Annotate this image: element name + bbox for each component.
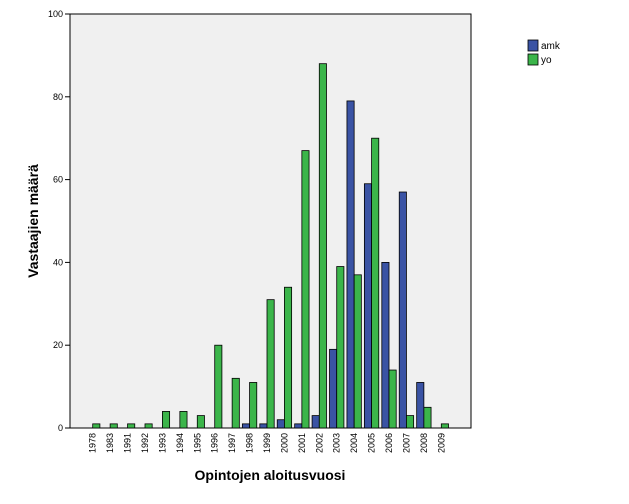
bars-group: [92, 63, 449, 429]
y-tick-label-40: 40: [53, 257, 63, 267]
bar-amk-2004: [346, 100, 355, 429]
legend-swatch-amk: [527, 39, 539, 52]
bar-yo-2007: [406, 415, 415, 429]
bar-yo-2004: [353, 274, 362, 429]
bar-yo-2001: [301, 150, 310, 429]
x-tick-label-1994: 1994: [175, 433, 185, 453]
bar-yo-2006: [388, 369, 397, 429]
bar-yo-1999: [266, 299, 275, 429]
bar-yo-1992: [144, 423, 153, 429]
y-tick-label-0: 0: [58, 423, 63, 433]
x-axis: 1978 1983 1991 1992 1993 1994 1995 1996 1997 1998…: [88, 433, 447, 453]
bar-amk-1999: [259, 423, 268, 429]
x-tick-label-2000: 2000: [279, 433, 289, 453]
bar-yo-2005: [371, 137, 380, 429]
legend-label-yo: yo: [541, 55, 552, 66]
bar-yo-2008: [423, 406, 432, 429]
bar-amk-2002: [311, 415, 320, 429]
legend-label-amk: amk: [541, 41, 561, 52]
x-tick-label-2005: 2005: [367, 433, 377, 453]
bar-yo-2002: [318, 63, 327, 429]
bar-yo-1996: [214, 344, 223, 429]
bar-yo-1997: [231, 377, 240, 429]
x-tick-label-1992: 1992: [140, 433, 150, 453]
bar-amk-2007: [398, 191, 407, 429]
bar-yo-1995: [196, 415, 205, 429]
x-tick-label-2007: 2007: [401, 433, 411, 453]
x-tick-label-1991: 1991: [123, 433, 133, 453]
x-tick-label-1993: 1993: [157, 433, 167, 453]
bar-yo-1998: [249, 382, 258, 429]
bar-amk-2006: [381, 261, 390, 429]
x-tick-label-2001: 2001: [297, 433, 307, 453]
y-tick-label-80: 80: [53, 92, 63, 102]
y-axis-title: Vastaajien määrä: [25, 164, 41, 278]
y-tick-label-20: 20: [53, 340, 63, 350]
x-tick-label-1995: 1995: [192, 433, 202, 453]
bar-yo-2009: [440, 423, 449, 429]
bar-amk-2001: [294, 423, 303, 429]
bar-yo-1983: [109, 423, 118, 429]
bar-amk-2005: [363, 183, 372, 429]
x-tick-label-2003: 2003: [332, 433, 342, 453]
bar-amk-2008: [416, 382, 425, 429]
y-tick-label-60: 60: [53, 175, 63, 185]
x-tick-label-2008: 2008: [419, 433, 429, 453]
x-tick-label-1999: 1999: [262, 433, 272, 453]
bar-yo-2003: [336, 266, 345, 429]
bar-amk-1998: [241, 423, 250, 429]
y-axis: 0 20 40 60 80 100: [48, 9, 70, 433]
x-tick-label-1978: 1978: [88, 433, 98, 453]
x-tick-label-1996: 1996: [210, 433, 220, 453]
legend: amk yo: [527, 39, 561, 66]
bar-yo-1991: [127, 423, 136, 429]
x-tick-label-1998: 1998: [245, 433, 255, 453]
bar-amk-2000: [276, 419, 285, 429]
x-axis-title: Opintojen aloitusvuosi: [195, 467, 346, 483]
x-tick-label-2004: 2004: [349, 433, 359, 453]
x-tick-label-1983: 1983: [105, 433, 115, 453]
bar-yo-1994: [179, 411, 188, 429]
bar-amk-2003: [329, 348, 338, 429]
bar-yo-1978: [92, 423, 101, 429]
bar-yo-1993: [162, 411, 171, 429]
x-tick-label-2009: 2009: [436, 433, 446, 453]
x-tick-label-2006: 2006: [384, 433, 394, 453]
y-tick-label-100: 100: [48, 9, 63, 19]
bar-yo-2000: [284, 286, 293, 429]
x-tick-label-1997: 1997: [227, 433, 237, 453]
legend-swatch-yo: [527, 53, 539, 66]
x-tick-label-2002: 2002: [314, 433, 324, 453]
